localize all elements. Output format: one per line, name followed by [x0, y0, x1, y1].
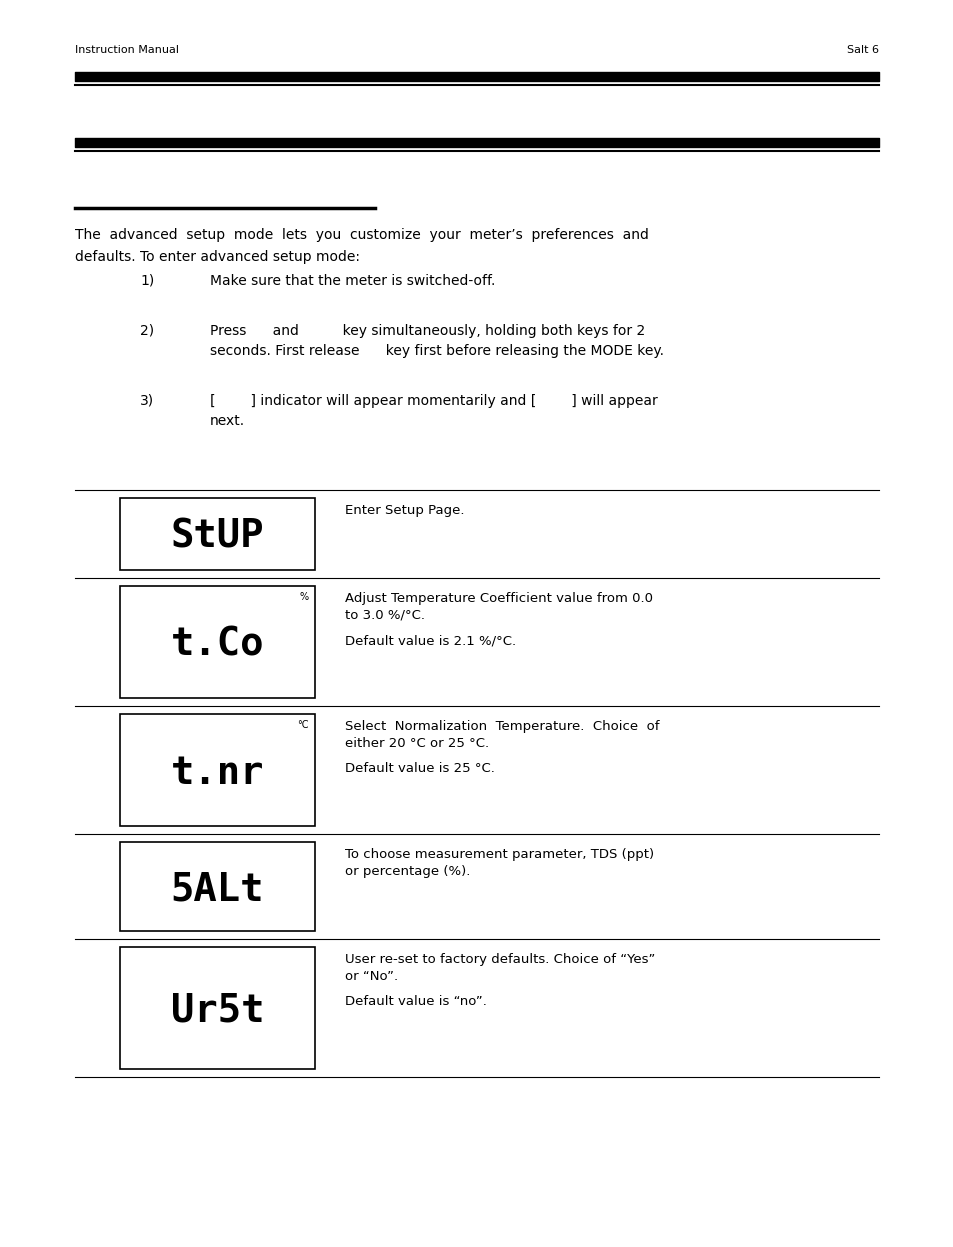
Text: Default value is “no”.: Default value is “no”.	[345, 995, 486, 1008]
Text: The  advanced  setup  mode  lets  you  customize  your  meter’s  preferences  an: The advanced setup mode lets you customi…	[75, 228, 648, 242]
Text: [        ] indicator will appear momentarily and [        ] will appear: [ ] indicator will appear momentarily an…	[210, 394, 657, 408]
Text: Instruction Manual: Instruction Manual	[75, 45, 179, 55]
Text: °C: °C	[297, 720, 309, 729]
Text: or “No”.: or “No”.	[345, 970, 397, 983]
Text: t.Co: t.Co	[171, 626, 264, 663]
Text: next.: next.	[210, 414, 245, 428]
Text: Default value is 25 °C.: Default value is 25 °C.	[345, 762, 495, 774]
Text: Salt 6: Salt 6	[846, 45, 878, 55]
Text: t.nr: t.nr	[171, 754, 264, 792]
FancyBboxPatch shape	[120, 715, 314, 826]
FancyBboxPatch shape	[120, 586, 314, 698]
Text: defaults. To enter advanced setup mode:: defaults. To enter advanced setup mode:	[75, 249, 359, 264]
Text: %: %	[299, 592, 309, 602]
Text: 1): 1)	[140, 274, 154, 288]
Text: 2): 2)	[140, 324, 154, 338]
Text: Enter Setup Page.: Enter Setup Page.	[345, 504, 464, 518]
Text: 5ALt: 5ALt	[171, 870, 264, 909]
Text: Select  Normalization  Temperature.  Choice  of: Select Normalization Temperature. Choice…	[345, 720, 659, 733]
Text: 3): 3)	[140, 394, 154, 408]
Text: either 20 °C or 25 °C.: either 20 °C or 25 °C.	[345, 737, 489, 749]
Text: Press      and          key simultaneously, holding both keys for 2: Press and key simultaneously, holding bo…	[210, 324, 644, 338]
Text: or percentage (%).: or percentage (%).	[345, 865, 470, 878]
Text: Make sure that the meter is switched-off.: Make sure that the meter is switched-off…	[210, 274, 495, 288]
Text: User re-set to factory defaults. Choice of “Yes”: User re-set to factory defaults. Choice …	[345, 953, 655, 966]
Text: to 3.0 %/°C.: to 3.0 %/°C.	[345, 609, 424, 622]
Text: StUP: StUP	[171, 518, 264, 556]
FancyBboxPatch shape	[120, 946, 314, 1069]
FancyBboxPatch shape	[120, 498, 314, 570]
Text: seconds. First release      key first before releasing the MODE key.: seconds. First release key first before …	[210, 344, 663, 358]
Text: Ur5t: Ur5t	[171, 993, 264, 1030]
Text: To choose measurement parameter, TDS (ppt): To choose measurement parameter, TDS (pp…	[345, 848, 654, 860]
FancyBboxPatch shape	[120, 842, 314, 932]
Text: Adjust Temperature Coefficient value from 0.0: Adjust Temperature Coefficient value fro…	[345, 592, 652, 605]
Text: Default value is 2.1 %/°C.: Default value is 2.1 %/°C.	[345, 633, 516, 647]
